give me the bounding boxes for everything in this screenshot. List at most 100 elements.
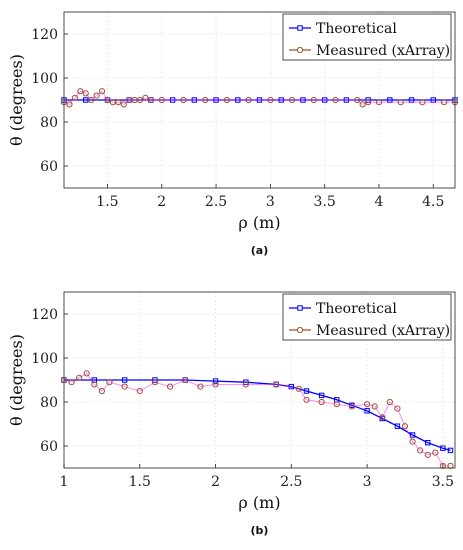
data-point-measured <box>98 387 105 395</box>
data-point-measured <box>386 398 393 406</box>
data-point-measured <box>379 414 386 421</box>
data-point-measured <box>76 374 83 381</box>
data-point-measured <box>409 438 416 445</box>
axes-frame <box>63 11 456 189</box>
data-point-measured <box>354 96 361 104</box>
data-point-measured <box>424 451 431 458</box>
x-axis-label: ρ (m) <box>238 213 280 232</box>
data-point-theoretical <box>364 408 370 414</box>
data-point-theoretical <box>425 440 431 446</box>
x-tick-label: 2.5 <box>205 194 227 210</box>
data-point-measured <box>365 99 372 106</box>
legend-marker-circle <box>296 326 304 334</box>
data-point-measured <box>441 99 448 106</box>
data-point-theoretical <box>394 423 401 429</box>
data-point-measured <box>120 101 127 108</box>
data-point-measured <box>142 94 149 101</box>
legend-box <box>282 13 452 61</box>
x-tick-label: 1.5 <box>96 194 118 210</box>
data-point-measured <box>212 381 219 388</box>
data-point-measured <box>375 99 383 106</box>
x-tick-label: 4.5 <box>422 194 444 210</box>
y-tick-label: 80 <box>40 395 58 411</box>
x-tick-label: 1.5 <box>129 474 151 490</box>
y-tick-label: 120 <box>31 27 58 43</box>
data-point-theoretical <box>440 445 446 451</box>
data-point-measured <box>202 96 209 104</box>
data-point-measured <box>318 398 325 406</box>
data-point-measured <box>223 96 231 104</box>
data-point-theoretical <box>121 377 128 383</box>
legend: Theoretical Measured (xArray) <box>282 293 452 341</box>
chart-panel-a: 1.5 2 2.5 3 3.5 4 4.5 60 80 100 120 ρ (m) θ (degrees… <box>7 11 459 257</box>
legend: Theoretical Measured (xArray) <box>282 13 452 61</box>
figure-panel-a: 1.5 2 2.5 3 3.5 4 4.5 60 80 100 120 ρ (m) θ (degrees… <box>7 11 459 257</box>
data-point-measured <box>242 381 249 388</box>
x-tick-label: 2 <box>211 474 220 490</box>
data-point-measured <box>348 403 356 410</box>
x-tick-label: 2 <box>157 194 166 210</box>
legend-label: Measured (xArray) <box>316 323 450 339</box>
data-point-measured <box>273 381 280 388</box>
data-point-measured <box>93 92 100 99</box>
data-point-measured <box>106 379 113 386</box>
data-point-measured <box>197 383 204 390</box>
data-point-measured <box>359 101 366 108</box>
y-tick-label: 80 <box>40 115 58 131</box>
data-point-measured <box>180 96 187 104</box>
legend-marker-square <box>297 25 303 31</box>
data-point-measured <box>82 90 89 97</box>
panel-label: (a) <box>251 244 268 257</box>
data-point-measured <box>104 96 111 104</box>
x-tick-label: 4 <box>375 194 384 210</box>
data-point-measured <box>394 405 401 412</box>
y-tick-label: 60 <box>40 159 58 175</box>
data-point-measured <box>98 88 106 95</box>
chart-panel-b: 1 1.5 2 2.5 3 3.5 60 80 100 120 ρ (m) θ (degrees) Th… <box>7 291 456 537</box>
data-point-measured <box>332 96 339 104</box>
data-point-measured <box>419 99 426 106</box>
data-point-measured <box>91 381 98 388</box>
legend-label: Measured (xArray) <box>316 43 450 59</box>
data-point-measured <box>151 379 159 386</box>
data-point-measured <box>83 370 90 377</box>
data-point-measured <box>333 401 340 408</box>
panel-label: (b) <box>251 524 269 537</box>
y-tick-label: 100 <box>31 71 58 87</box>
data-point-theoretical <box>447 447 454 454</box>
legend-marker-circle <box>296 46 304 54</box>
data-point-measured <box>182 376 189 384</box>
data-point-measured <box>68 379 75 386</box>
y-tick-label: 120 <box>31 307 58 323</box>
y-tick-label: 100 <box>31 351 58 367</box>
y-axis-label: θ (degrees) <box>7 54 26 146</box>
x-tick-label: 3 <box>363 474 372 490</box>
data-point-theoretical <box>212 378 219 384</box>
data-point-measured <box>417 447 424 454</box>
x-tick-label: 3.5 <box>314 194 336 210</box>
data-point-measured <box>267 96 274 104</box>
legend-box <box>282 293 452 341</box>
y-tick-label: 60 <box>40 439 58 455</box>
data-point-measured <box>71 94 78 101</box>
data-point-measured <box>401 423 409 430</box>
axes-frame <box>63 291 456 469</box>
data-point-measured <box>364 401 371 408</box>
x-tick-label: 3 <box>266 194 275 210</box>
data-point-theoretical <box>318 392 325 399</box>
series-line <box>63 372 451 467</box>
x-tick-label: 2.5 <box>280 474 302 490</box>
x-tick-label: 1 <box>60 474 69 490</box>
data-point-measured <box>158 96 165 104</box>
legend-marker-square <box>297 305 303 311</box>
data-point-measured <box>166 383 174 390</box>
x-tick-label: 3.5 <box>432 474 454 490</box>
data-point-measured <box>66 101 73 108</box>
data-point-measured <box>77 88 84 95</box>
legend-label: Theoretical <box>316 21 397 37</box>
y-axis-label: θ (degrees) <box>7 334 26 426</box>
data-point-measured <box>295 385 303 392</box>
data-point-measured <box>136 96 144 104</box>
data-point-measured <box>371 403 378 410</box>
data-point-measured <box>310 96 317 104</box>
